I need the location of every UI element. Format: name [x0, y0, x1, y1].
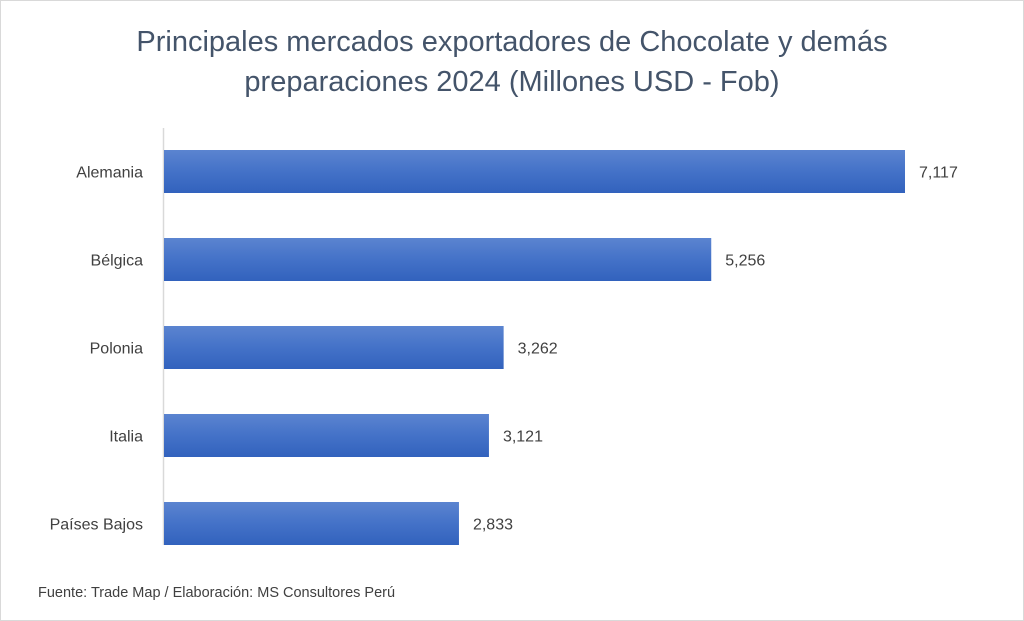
category-label: Alemania — [76, 165, 143, 182]
source-note: Fuente: Trade Map / Elaboración: MS Cons… — [38, 585, 396, 601]
bar-países-bajos — [164, 502, 459, 545]
bar-italia — [164, 414, 489, 457]
bar-alemania — [164, 150, 905, 193]
category-label: Países Bajos — [50, 517, 143, 534]
category-label: Italia — [109, 429, 143, 446]
bar-bélgica — [164, 238, 712, 281]
chart-title: Principales mercados exportadores de Cho… — [136, 26, 888, 98]
bar-polonia — [164, 326, 504, 369]
data-label: 2,833 — [473, 517, 513, 534]
data-label: 3,262 — [518, 341, 558, 358]
data-label: 7,117 — [919, 165, 958, 182]
category-label: Bélgica — [91, 253, 144, 270]
data-label: 3,121 — [503, 429, 543, 446]
category-label: Polonia — [90, 341, 143, 358]
data-label: 5,256 — [725, 253, 765, 270]
